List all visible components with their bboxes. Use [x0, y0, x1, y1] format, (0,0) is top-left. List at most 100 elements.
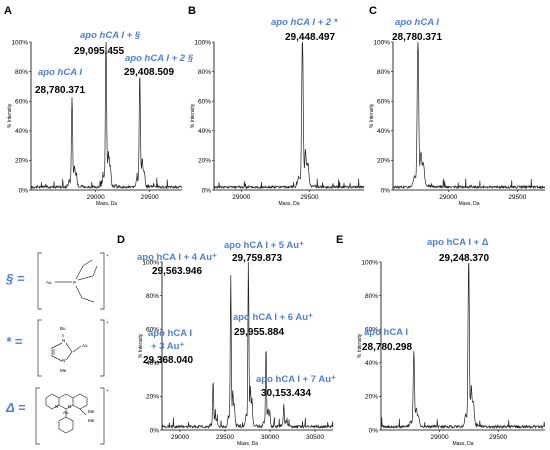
svg-text:N: N [62, 338, 65, 343]
y-axis-title: % Intensity [7, 103, 13, 128]
y-tick-label: 80% [365, 293, 378, 300]
spectrum-trace [161, 261, 334, 430]
y-tick-label: 40% [15, 128, 28, 135]
x-axis-title: Mass, Da [96, 201, 117, 207]
x-tick-label: 29500 [300, 194, 318, 201]
y-tick-label: 0% [381, 187, 391, 194]
y-tick-label: 0% [150, 427, 160, 434]
svg-text:+: + [106, 388, 109, 393]
svg-text:P: P [73, 280, 76, 285]
svg-text:N: N [68, 404, 71, 409]
x-tick-label: 30000 [261, 434, 279, 441]
legend: § = * = Δ = + Au P + Bu N N Me Au + [5, 252, 109, 445]
panel-letter-b: B [188, 5, 196, 17]
panel-a-annotation-2-name: apo hCA I + § [80, 30, 141, 41]
svg-text:Au: Au [63, 410, 69, 415]
axis-lines [392, 42, 545, 191]
y-tick-label: 100% [361, 259, 378, 266]
svg-text:N: N [55, 404, 58, 409]
spectrum-trace [392, 41, 546, 190]
legend-symbol-section: § = [5, 271, 25, 286]
y-axis-title: % Intensity [357, 333, 363, 358]
y-tick-label: 40% [377, 128, 390, 135]
y-tick-label: 100% [11, 39, 28, 46]
y-tick-label: 100% [194, 39, 211, 46]
y-tick-label: 0% [19, 187, 29, 194]
panel-d-annotation-4-value: 29,955.884 [234, 327, 284, 338]
panel-c: C 0% 20% 40% 60% 80% 100% 29000 29500 Mass, Da % … [369, 5, 546, 207]
y-tick-label: 100% [142, 259, 159, 266]
structure-au-cnn: + Au N N Me Me [35, 387, 109, 445]
y-tick-label: 80% [198, 69, 211, 76]
y-tick-label: 20% [365, 394, 378, 401]
panel-c-annotation-value: 28,780.371 [392, 32, 442, 43]
panel-e-annotation-2-value: 28,780.298 [362, 342, 412, 353]
legend-symbol-asterisk: * = [6, 334, 23, 349]
structure-au-nhc: + Bu N N Me Au [37, 319, 109, 377]
svg-text:Bu: Bu [60, 326, 66, 331]
panel-a-annotation-3-value: 29,408.509 [124, 67, 174, 78]
x-tick-label: 29000 [439, 194, 457, 201]
axis-lines [213, 42, 364, 191]
x-tick-label: 29000 [232, 194, 250, 201]
y-tick-label: 80% [15, 69, 28, 76]
panel-d-annotation-3-name: apo hCA I [148, 328, 192, 339]
panel-d-annotation-2-name: apo hCA I + 5 Au⁺ [224, 240, 304, 251]
panel-c-plot: 0% 20% 40% 60% 80% 100% 29000 29500 Mass, Da % In… [369, 39, 546, 207]
panel-a-annotation-2-value: 29,095.455 [74, 46, 124, 57]
x-axis-title: Mass, Da [278, 201, 299, 207]
panel-d-annotation-1-name: apo hCA I + 4 Au⁺ [137, 252, 217, 263]
svg-text:N: N [62, 358, 65, 363]
x-axis-title: Mass, Da [458, 201, 479, 207]
y-tick-label: 40% [146, 360, 159, 367]
y-tick-label: 60% [15, 99, 28, 106]
spectrum-trace [30, 41, 183, 190]
panel-letter-a: A [4, 5, 12, 17]
panel-d-plot: 0% 20% 40% 60% 80% 100% 29000 29500 30000 30500 Ma… [138, 259, 334, 447]
x-tick-label: 29500 [508, 194, 526, 201]
panel-a-annotation-1-value: 28,780.371 [35, 85, 85, 96]
x-tick-label: 30500 [306, 434, 324, 441]
legend-symbol-delta: Δ = [5, 400, 26, 415]
panel-d-annotation-5-value: 30,153.434 [261, 388, 311, 399]
y-tick-label: 60% [365, 327, 378, 334]
panel-a-annotation-1-name: apo hCA I [38, 67, 82, 78]
x-tick-label: 29000 [171, 434, 189, 441]
svg-text:Au: Au [46, 280, 52, 285]
x-tick-label: 29500 [216, 434, 234, 441]
panel-d-annotation-3-name2: + 3 Au⁺ [151, 341, 184, 352]
panel-e: E 0% 20% 40% 60% 80% 100% 29000 29500 Mass, Da % … [336, 234, 546, 447]
panel-d-annotation-1-value: 29,563.946 [152, 266, 202, 277]
y-tick-label: 20% [377, 158, 390, 165]
y-axis-title: % Intensity [190, 103, 196, 128]
x-tick-label: 29000 [87, 194, 105, 201]
y-tick-label: 80% [377, 69, 390, 76]
panel-d-annotation-2-value: 29,759.873 [232, 253, 282, 264]
y-tick-label: 60% [198, 99, 211, 106]
panel-b-annotation-name: apo hCA I + 2 * [271, 17, 339, 28]
y-tick-label: 20% [15, 158, 28, 165]
spectrum-trace [380, 262, 546, 430]
svg-text:+: + [106, 253, 109, 258]
panel-e-annotation-1-name: apo hCA I + Δ [427, 237, 489, 248]
panel-d: D 0% 20% 40% 60% 80% 100% 29000 29500 30000 30500… [117, 234, 336, 447]
panel-e-annotation-2-name: apo hCA I [364, 327, 408, 338]
panel-c-annotation-name: apo hCA I [395, 17, 439, 28]
y-tick-label: 100% [373, 39, 390, 46]
y-tick-label: 20% [198, 158, 211, 165]
x-tick-label: 29500 [489, 434, 507, 441]
panel-e-plot: 0% 20% 40% 60% 80% 100% 29000 29500 Mass, Da % In… [357, 259, 546, 447]
y-tick-label: 60% [146, 327, 159, 334]
panel-d-annotation-5-name: apo hCA I + 7 Au⁺ [256, 374, 336, 385]
svg-text:Me: Me [88, 418, 95, 423]
y-tick-label: 40% [198, 128, 211, 135]
panel-a-plot: 0% 20% 40% 60% 80% 100% 29000 29500 Mass, Da % In… [7, 39, 183, 207]
spectrum-trace [213, 41, 365, 190]
y-tick-label: 20% [146, 394, 159, 401]
svg-text:Me: Me [60, 368, 67, 373]
panel-d-annotation-3-value: 29,368.040 [143, 355, 193, 366]
x-tick-label: 29000 [431, 434, 449, 441]
y-tick-label: 0% [202, 187, 212, 194]
